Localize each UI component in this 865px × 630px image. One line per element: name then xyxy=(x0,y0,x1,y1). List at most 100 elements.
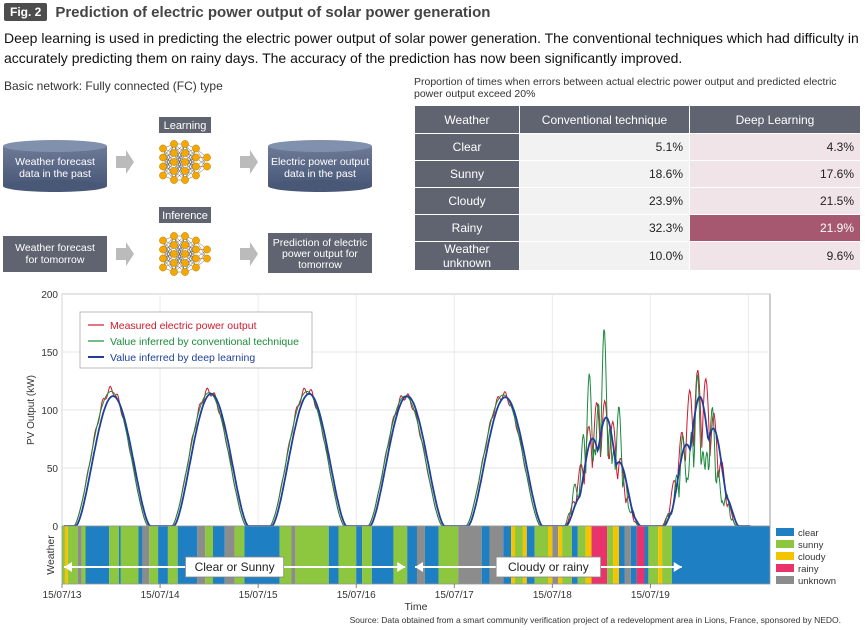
nn-node xyxy=(159,162,167,171)
learning-output-cylinder: Electric power output data in the past xyxy=(268,140,372,192)
weather-segment xyxy=(577,526,586,584)
figure-header: Fig. 2 Prediction of electric power outp… xyxy=(4,2,490,22)
nn-node xyxy=(170,259,178,267)
nn-node xyxy=(203,162,211,171)
nn-node xyxy=(181,149,189,157)
table-row: Rainy 32.3% 21.9% xyxy=(414,214,861,242)
weather-segment xyxy=(658,526,663,584)
inference-input-box xyxy=(3,236,107,272)
x-tick-label: 15/07/15 xyxy=(239,590,278,601)
weather-segment xyxy=(481,526,490,584)
weather-segment xyxy=(118,526,121,584)
nn-node xyxy=(170,158,178,166)
nn-node xyxy=(181,250,189,258)
nn-node xyxy=(170,149,178,157)
row-weather: Sunny xyxy=(414,160,520,188)
y-tick-label: 0 xyxy=(52,522,58,533)
nn-node xyxy=(181,268,189,276)
row-conventional: 18.6% xyxy=(519,160,690,188)
nn-edge xyxy=(173,244,186,273)
nn-edge xyxy=(173,152,186,181)
nn-node xyxy=(159,236,167,245)
nn-node xyxy=(192,263,200,272)
weather-segment xyxy=(62,526,65,584)
weather-bar-frame xyxy=(61,525,771,585)
nn-node xyxy=(192,153,200,162)
nn-node xyxy=(170,232,178,240)
cloudy-rainy-period-arrow-head-right xyxy=(673,562,682,572)
cloudy-rainy-period-label: Cloudy or rainy xyxy=(508,560,589,574)
nn-edge xyxy=(184,148,197,172)
weather-legend-swatch xyxy=(776,528,794,536)
weather-legend-entry: unknown xyxy=(798,576,836,587)
cloudy-rainy-period-label-box xyxy=(495,556,602,578)
weather-segment xyxy=(81,526,86,584)
weather-segment xyxy=(224,526,235,584)
weather-segment xyxy=(648,526,659,584)
inference-input-text: Weather forecast for tomorrow xyxy=(15,242,95,266)
header-deep-learning: Deep Learning xyxy=(689,105,861,134)
row-conventional: 23.9% xyxy=(519,187,690,215)
learning-input-text: Weather forecast data in the past xyxy=(15,156,95,180)
weather-segment xyxy=(515,526,523,584)
inference-output-box xyxy=(268,233,372,273)
nn-node xyxy=(170,167,178,175)
nn-edge xyxy=(162,235,175,259)
weather-segment xyxy=(120,526,139,584)
weather-segment xyxy=(205,526,214,584)
nn-node xyxy=(181,232,189,240)
arrow-icon xyxy=(116,242,134,266)
nn-node xyxy=(181,158,189,166)
nn-edge xyxy=(184,148,197,181)
weather-legend-swatch xyxy=(776,564,794,572)
learning-output-text: Electric power output data in the past xyxy=(271,156,369,180)
weather-legend-entry: sunny xyxy=(798,540,824,551)
inference-output-text: Prediction of electric power output for to… xyxy=(273,237,368,271)
nn-node xyxy=(192,245,200,254)
weather-segment xyxy=(526,526,535,584)
row-conventional: 5.1% xyxy=(519,133,690,161)
weather-segment xyxy=(291,526,296,584)
nn-node xyxy=(159,171,167,180)
source-note: Source: Data obtained from a smart commu… xyxy=(349,615,841,625)
weather-segment xyxy=(671,526,770,584)
row-weather: Cloudy xyxy=(414,187,520,215)
x-tick-label: 15/07/13 xyxy=(43,590,82,601)
weather-segment xyxy=(356,526,363,584)
nn-edge xyxy=(173,143,186,172)
nn-edge xyxy=(184,240,197,264)
weather-segment xyxy=(149,526,159,584)
weather-segment xyxy=(613,526,619,584)
table-row: Clear 5.1% 4.3% xyxy=(414,133,861,161)
legend-entry: Value inferred by deep learning xyxy=(110,352,255,364)
error-table-title: Proportion of times when errors between … xyxy=(414,76,837,100)
clear-sunny-period-arrow-head-left xyxy=(63,562,72,572)
nn-node xyxy=(159,263,167,272)
cloudy-rainy-period-arrow-head-left xyxy=(415,562,424,572)
weather-segment xyxy=(438,526,459,584)
row-weather: Rainy xyxy=(414,214,520,242)
network-diagram: Weather forecast data in the past Learnin… xyxy=(3,117,372,276)
weather-segment xyxy=(213,526,225,584)
neural-net-icon-learning xyxy=(159,140,211,184)
weather-axis-label: Weather xyxy=(45,535,57,575)
nn-edge xyxy=(184,249,197,273)
weather-segment xyxy=(511,526,516,584)
nn-edge xyxy=(162,235,175,268)
learning-input-cylinder: Weather forecast data in the past xyxy=(3,140,107,192)
table-row: Cloudy 23.9% 21.5% xyxy=(414,187,861,215)
arrow-icon xyxy=(116,150,134,174)
nn-node xyxy=(159,153,167,162)
weather-legend-swatch xyxy=(776,540,794,548)
weather-segment xyxy=(607,526,614,584)
learning-label-box xyxy=(159,117,211,133)
figure-title: Prediction of electric power output of s… xyxy=(55,3,491,21)
nn-edge xyxy=(162,143,175,167)
nn-node xyxy=(192,254,200,263)
weather-segment xyxy=(328,526,339,584)
row-conventional: 10.0% xyxy=(519,241,690,271)
nn-node xyxy=(170,176,178,184)
row-deep: 4.3% xyxy=(689,133,861,161)
nn-edge xyxy=(184,240,197,273)
y-tick-label: 150 xyxy=(41,348,58,359)
